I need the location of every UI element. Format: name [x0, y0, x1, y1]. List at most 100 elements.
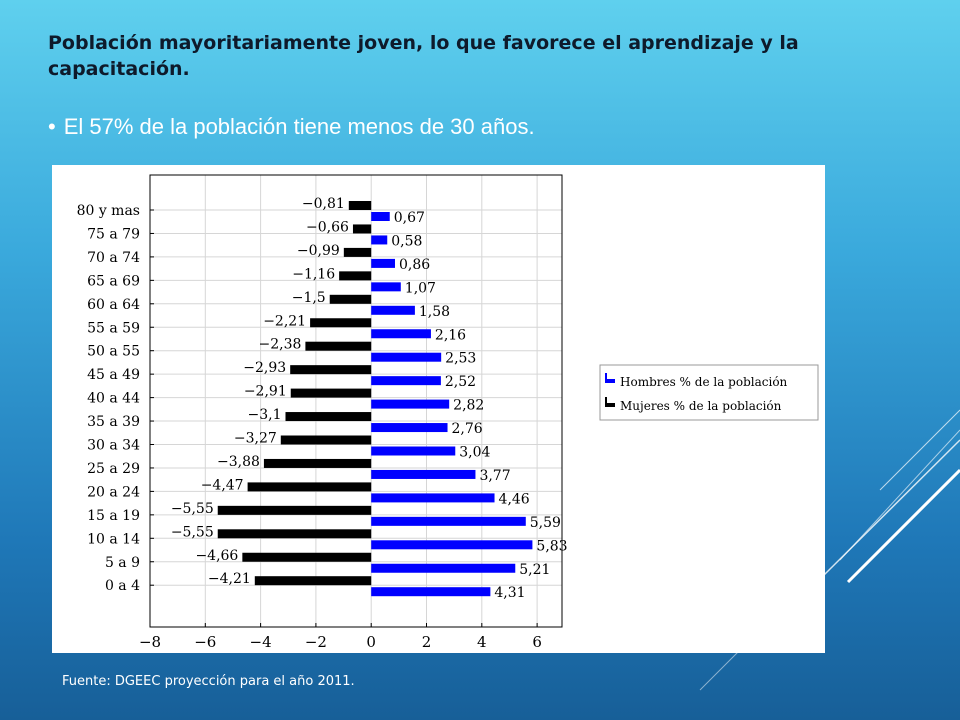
y-tick-label: 65 a 69 [87, 273, 140, 289]
y-tick-label: 25 a 29 [87, 461, 140, 477]
bar-hombres [371, 399, 450, 409]
bullet-text: El 57% de la población tiene menos de 30… [63, 114, 535, 139]
y-tick-label: 45 a 49 [87, 367, 140, 383]
y-tick-label: 0 a 4 [105, 578, 140, 594]
bar-mujeres [280, 435, 372, 445]
bar-mujeres [352, 224, 372, 234]
bar-hombres [371, 563, 516, 573]
bar-label-mujeres: −3,1 [247, 407, 281, 423]
bar-label-mujeres: −5,55 [171, 524, 214, 540]
bar-label-hombres: 3,04 [459, 445, 490, 461]
bar-label-hombres: 4,31 [494, 585, 525, 601]
bar-mujeres [285, 412, 372, 422]
y-tick-label: 5 a 9 [105, 555, 140, 571]
bar-hombres [371, 258, 395, 268]
bar-label-mujeres: −2,93 [243, 360, 286, 376]
bar-mujeres [254, 576, 372, 586]
bar-hombres [371, 212, 390, 221]
bar-mujeres [242, 552, 372, 562]
y-tick-label: 75 a 79 [87, 226, 140, 242]
source-note: Fuente: DGEEC proyección para el año 201… [62, 674, 355, 689]
y-tick-label: 70 a 74 [87, 250, 140, 266]
legend-box [599, 364, 819, 421]
bar-label-mujeres: −4,21 [208, 571, 251, 587]
bar-label-mujeres: −0,99 [297, 243, 340, 259]
bar-hombres [371, 540, 533, 550]
y-tick-label: 80 y mas [77, 203, 140, 219]
y-tick-label: 50 a 55 [87, 344, 140, 360]
bar-label-mujeres: −2,91 [244, 384, 287, 400]
bar-label-mujeres: −3,88 [217, 454, 260, 470]
x-tick-label: 6 [532, 633, 542, 651]
bar-mujeres [247, 482, 372, 492]
bar-label-hombres: 5,59 [530, 515, 561, 531]
slide-title: Población mayoritariamente joven, lo que… [48, 32, 799, 80]
y-tick-label: 40 a 44 [87, 391, 140, 407]
bar-label-hombres: 0,58 [391, 233, 422, 249]
legend-swatch-stem [605, 373, 607, 382]
bar-hombres [371, 587, 491, 597]
bar-mujeres [217, 529, 372, 539]
legend-swatch [605, 403, 615, 407]
bar-label-hombres: 3,77 [479, 468, 510, 484]
bar-mujeres [329, 294, 372, 304]
x-tick-label: −4 [250, 633, 272, 651]
bar-label-hombres: 4,46 [499, 491, 530, 507]
legend-swatch [605, 379, 615, 383]
x-tick-label: −8 [139, 633, 161, 651]
population-pyramid-chart: −8 −6 −4 −2 0 2 4 6 80 y mas −0,81 0,67 75 a 79 −0,6… [52, 165, 825, 653]
chart-svg: −8 −6 −4 −2 0 2 4 6 80 y mas −0,81 0,67 75 a 79 −0,6… [77, 174, 819, 651]
bullet-point: • El 57% de la población tiene menos de 3… [48, 114, 535, 140]
bar-hombres [371, 329, 431, 339]
bar-label-hombres: 5,83 [536, 538, 567, 554]
bar-label-mujeres: −1,5 [292, 290, 326, 306]
legend-label: Hombres % de la población [620, 375, 788, 389]
bar-label-mujeres: −0,66 [306, 219, 349, 235]
bar-mujeres [290, 365, 372, 375]
x-tick-label: 2 [422, 633, 432, 651]
bullet-marker: • [48, 114, 56, 139]
x-tick-label: −2 [305, 633, 327, 651]
bar-hombres [371, 516, 526, 526]
bar-label-hombres: 2,16 [435, 327, 466, 343]
bar-label-hombres: 0,67 [394, 210, 425, 226]
bar-label-mujeres: −2,21 [263, 313, 306, 329]
bar-label-mujeres: −0,81 [302, 196, 345, 212]
bar-label-mujeres: −2,38 [258, 337, 301, 353]
bar-label-hombres: 5,21 [519, 562, 550, 578]
y-tick-label: 30 a 34 [87, 438, 140, 454]
bar-mujeres [343, 247, 372, 257]
bar-label-mujeres: −4,47 [201, 477, 244, 493]
bar-hombres [371, 493, 495, 503]
bar-label-mujeres: −1,16 [292, 266, 335, 282]
bar-label-hombres: 2,52 [445, 374, 476, 390]
bar-hombres [371, 446, 456, 456]
bar-mujeres [217, 505, 372, 515]
bar-hombres [371, 282, 401, 292]
bar-hombres [371, 469, 476, 479]
bar-hombres [371, 235, 388, 245]
bar-label-hombres: 2,76 [452, 421, 483, 437]
x-tick-label: 0 [366, 633, 376, 651]
y-tick-label: 15 a 19 [87, 508, 140, 524]
bar-hombres [371, 305, 415, 315]
bar-hombres [371, 376, 441, 386]
bar-label-mujeres: −5,55 [171, 501, 214, 517]
bar-mujeres [290, 388, 372, 398]
y-tick-label: 60 a 64 [87, 297, 140, 313]
bar-mujeres [348, 201, 372, 210]
bar-label-hombres: 1,07 [405, 280, 436, 296]
x-tick-label: −6 [194, 633, 216, 651]
bar-label-hombres: 1,58 [419, 304, 450, 320]
bar-mujeres [339, 271, 372, 281]
bar-mujeres [305, 341, 372, 351]
bar-label-mujeres: −3,27 [234, 431, 277, 447]
bar-label-mujeres: −4,66 [195, 548, 238, 564]
plot-frame [149, 174, 563, 628]
legend-label: Mujeres % de la población [620, 399, 782, 413]
y-tick-label: 20 a 24 [87, 484, 140, 500]
y-tick-label: 35 a 39 [87, 414, 140, 430]
y-tick-label: 10 a 14 [87, 531, 140, 547]
bar-mujeres [263, 458, 372, 468]
bar-label-hombres: 2,53 [445, 351, 476, 367]
